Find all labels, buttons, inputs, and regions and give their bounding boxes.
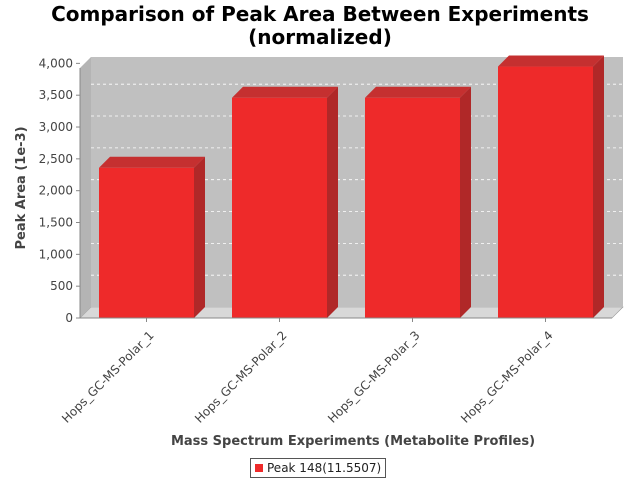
x-tick-label: Hops_GC-MS-Polar_3 [325, 328, 423, 426]
bar [498, 66, 593, 318]
y-tick-label: 2,500 [39, 152, 73, 166]
legend-label: Peak 148(11.5507) [267, 461, 382, 475]
bar-top [498, 55, 604, 67]
legend-swatch [255, 464, 263, 472]
x-tick-label: Hops_GC-MS-Polar_4 [458, 328, 556, 426]
bar-side [460, 86, 471, 319]
x-axis-label: Mass Spectrum Experiments (Metabolite Pr… [171, 434, 535, 449]
bar-top [99, 156, 205, 168]
y-axis-label: Peak Area (1e-3) [14, 126, 29, 249]
y-tick-label: 500 [50, 279, 73, 293]
chart-title-line1: Comparison of Peak Area Between Experime… [51, 2, 589, 26]
y-tick-label: 2,000 [39, 184, 73, 198]
y-tick-label: 1,500 [39, 216, 73, 230]
x-tick-label: Hops_GC-MS-Polar_1 [59, 328, 157, 426]
bar-side [593, 55, 604, 319]
bar-top [232, 86, 338, 98]
chart-title: Comparison of Peak Area Between Experime… [0, 3, 640, 49]
plot-side-wall [80, 57, 91, 318]
bar [365, 97, 460, 319]
y-tick-label: 1,000 [39, 247, 73, 261]
bar [99, 167, 194, 318]
y-tick-label: 3,000 [39, 120, 73, 134]
bar-top [365, 86, 471, 98]
y-tick-label: 3,500 [39, 88, 73, 102]
x-tick-label: Hops_GC-MS-Polar_2 [192, 328, 290, 426]
y-tick-label: 0 [65, 311, 73, 325]
bar-side [327, 86, 338, 319]
bar [232, 97, 327, 319]
bar-side [194, 156, 205, 318]
y-tick-label: 4,000 [39, 56, 73, 70]
legend: Peak 148(11.5507) [250, 458, 387, 478]
chart-title-line2: (normalized) [248, 25, 392, 49]
